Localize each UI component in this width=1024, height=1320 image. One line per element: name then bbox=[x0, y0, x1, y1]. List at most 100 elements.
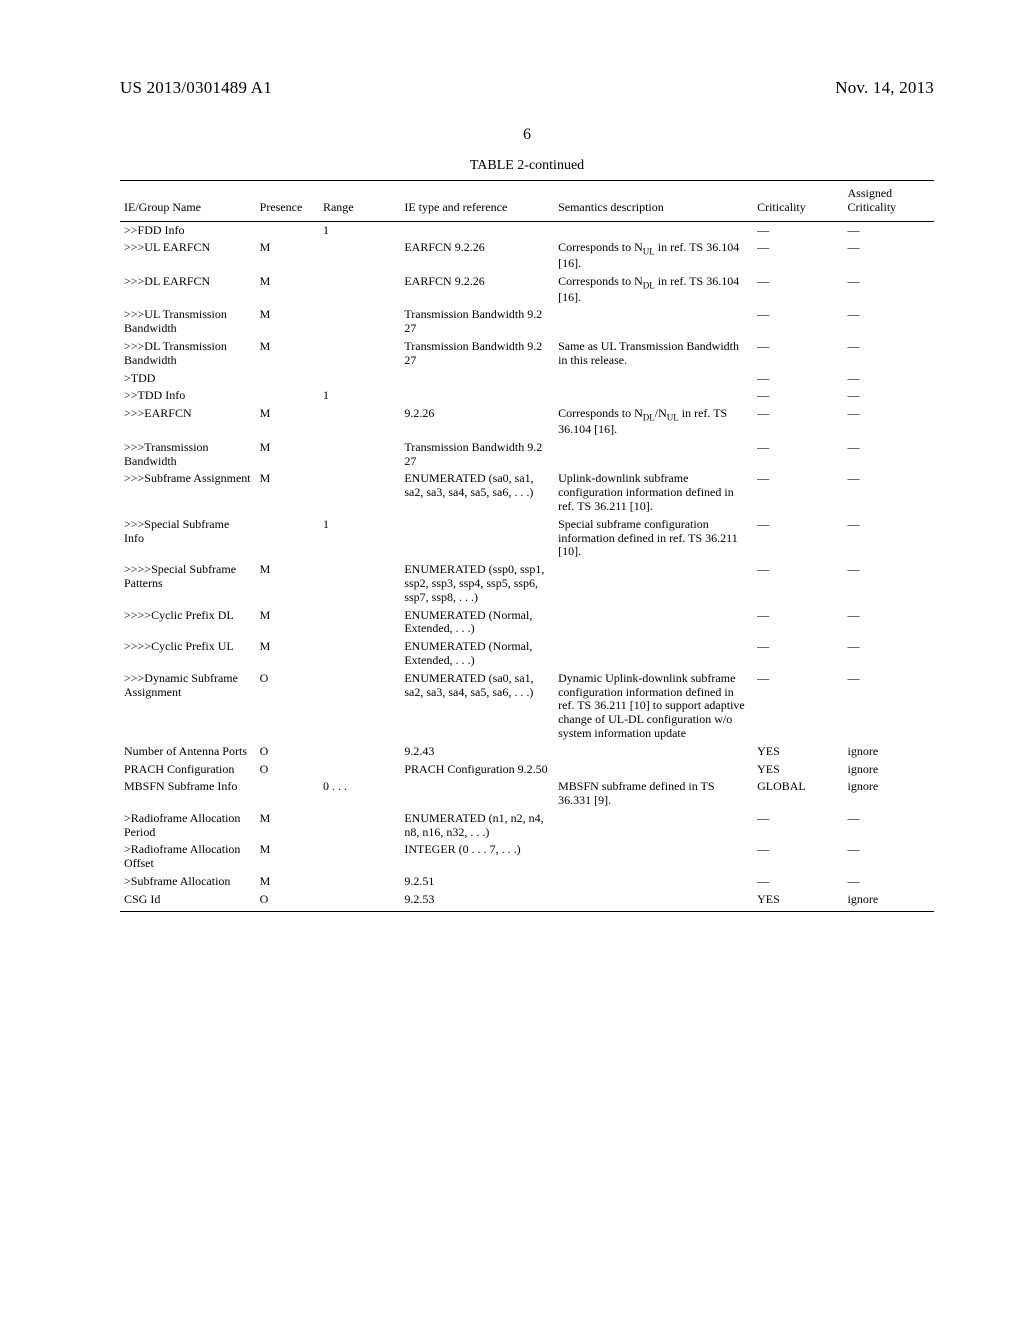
cell-ie: >>>UL EARFCN bbox=[120, 239, 256, 273]
cell-range bbox=[319, 338, 400, 370]
cell-ie: >>>DL Transmission Bandwidth bbox=[120, 338, 256, 370]
table-row: >>TDD Info1—— bbox=[120, 387, 934, 405]
cell-crit: — bbox=[753, 873, 843, 891]
table-row: >>>EARFCNM9.2.26Corresponds to NDL/NUL i… bbox=[120, 405, 934, 439]
cell-semantics bbox=[554, 761, 753, 779]
cell-type: 9.2.53 bbox=[400, 891, 554, 911]
cell-semantics bbox=[554, 607, 753, 639]
cell-type: ENUMERATED (sa0, sa1, sa2, sa3, sa4, sa5… bbox=[400, 470, 554, 515]
cell-semantics bbox=[554, 370, 753, 388]
cell-crit: GLOBAL bbox=[753, 778, 843, 810]
table-row: >Radioframe Allocation OffsetMINTEGER (0… bbox=[120, 841, 934, 873]
cell-semantics bbox=[554, 306, 753, 338]
cell-ie: >>>>Special Subframe Patterns bbox=[120, 561, 256, 606]
cell-ie: >>>UL Transmission Bandwidth bbox=[120, 306, 256, 338]
cell-ie: MBSFN Subframe Info bbox=[120, 778, 256, 810]
cell-type: PRACH Configuration 9.2.50 bbox=[400, 761, 554, 779]
cell-range bbox=[319, 439, 400, 471]
cell-asgn: — bbox=[844, 405, 934, 439]
table-row: >>>Special Subframe Info1Special subfram… bbox=[120, 516, 934, 561]
table-row: >>>DL Transmission BandwidthM Transmissio… bbox=[120, 338, 934, 370]
table-row: >>>>Special Subframe PatternsMENUMERATED… bbox=[120, 561, 934, 606]
cell-crit: — bbox=[753, 405, 843, 439]
cell-ie: >>FDD Info bbox=[120, 221, 256, 239]
cell-asgn: — bbox=[844, 221, 934, 239]
cell-presence: M bbox=[256, 239, 319, 273]
cell-type: Transmission Bandwidth 9.2 27 bbox=[400, 306, 554, 338]
cell-presence: O bbox=[256, 891, 319, 911]
cell-type bbox=[400, 778, 554, 810]
table-row: >Radioframe Allocation PeriodMENUMERATED… bbox=[120, 810, 934, 842]
cell-type: ENUMERATED (Normal, Extended, . . .) bbox=[400, 607, 554, 639]
cell-asgn: — bbox=[844, 841, 934, 873]
cell-range bbox=[319, 561, 400, 606]
ie-table: IE/Group Name Presence Range IE type and… bbox=[120, 180, 934, 912]
col-type: IE type and reference bbox=[400, 181, 554, 222]
cell-type: ENUMERATED (Normal, Extended, . . .) bbox=[400, 638, 554, 670]
cell-asgn: — bbox=[844, 670, 934, 743]
cell-asgn: — bbox=[844, 306, 934, 338]
table-row: MBSFN Subframe Info0 . . . MBSFN subfram… bbox=[120, 778, 934, 810]
cell-presence bbox=[256, 370, 319, 388]
cell-asgn: — bbox=[844, 273, 934, 307]
cell-asgn: — bbox=[844, 607, 934, 639]
cell-presence: M bbox=[256, 338, 319, 370]
cell-range bbox=[319, 607, 400, 639]
cell-range bbox=[319, 370, 400, 388]
page-header: US 2013/0301489 A1 Nov. 14, 2013 bbox=[120, 78, 934, 98]
cell-semantics: Same as UL Transmission Bandwidth in thi… bbox=[554, 338, 753, 370]
cell-crit: YES bbox=[753, 891, 843, 911]
cell-type: 9.2.51 bbox=[400, 873, 554, 891]
cell-asgn: — bbox=[844, 516, 934, 561]
cell-range bbox=[319, 670, 400, 743]
cell-range bbox=[319, 638, 400, 670]
cell-semantics: Corresponds to NDL in ref. TS 36.104 [16… bbox=[554, 273, 753, 307]
cell-presence: M bbox=[256, 306, 319, 338]
cell-presence: O bbox=[256, 761, 319, 779]
cell-range bbox=[319, 239, 400, 273]
table-title: TABLE 2-continued bbox=[120, 158, 934, 174]
cell-presence bbox=[256, 778, 319, 810]
col-presence: Presence bbox=[256, 181, 319, 222]
patent-page: US 2013/0301489 A1 Nov. 14, 2013 6 TABLE… bbox=[0, 0, 1024, 1320]
col-range: Range bbox=[319, 181, 400, 222]
cell-semantics bbox=[554, 561, 753, 606]
table-row: >>>>Cyclic Prefix ULMENUMERATED (Normal,… bbox=[120, 638, 934, 670]
cell-type: ENUMERATED (sa0, sa1, sa2, sa3, sa4, sa5… bbox=[400, 670, 554, 743]
cell-crit: — bbox=[753, 638, 843, 670]
cell-type: Transmission Bandwidth 9.2 27 bbox=[400, 338, 554, 370]
cell-semantics bbox=[554, 638, 753, 670]
cell-crit: — bbox=[753, 810, 843, 842]
cell-ie: >Radioframe Allocation Offset bbox=[120, 841, 256, 873]
cell-presence: M bbox=[256, 561, 319, 606]
cell-semantics bbox=[554, 810, 753, 842]
cell-crit: — bbox=[753, 561, 843, 606]
table-row: Number of Antenna PortsO9.2.43YESignore bbox=[120, 743, 934, 761]
cell-crit: — bbox=[753, 841, 843, 873]
cell-asgn: — bbox=[844, 810, 934, 842]
cell-asgn: — bbox=[844, 561, 934, 606]
cell-semantics bbox=[554, 221, 753, 239]
table-row: CSG IdO9.2.53YESignore bbox=[120, 891, 934, 911]
cell-ie: CSG Id bbox=[120, 891, 256, 911]
cell-semantics: Special subframe configuration informati… bbox=[554, 516, 753, 561]
cell-ie: >TDD bbox=[120, 370, 256, 388]
table-row: >>>UL Transmission BandwidthM Transmissio… bbox=[120, 306, 934, 338]
table-row: >>>>Cyclic Prefix DLMENUMERATED (Normal,… bbox=[120, 607, 934, 639]
cell-ie: >>TDD Info bbox=[120, 387, 256, 405]
col-assigned: Assigned Criticality bbox=[844, 181, 934, 222]
cell-presence bbox=[256, 221, 319, 239]
cell-ie: >Subframe Allocation bbox=[120, 873, 256, 891]
cell-semantics bbox=[554, 841, 753, 873]
cell-ie: >Radioframe Allocation Period bbox=[120, 810, 256, 842]
cell-asgn: ignore bbox=[844, 743, 934, 761]
cell-presence bbox=[256, 387, 319, 405]
cell-crit: — bbox=[753, 387, 843, 405]
cell-range: 0 . . . bbox=[319, 778, 400, 810]
col-ie: IE/Group Name bbox=[120, 181, 256, 222]
cell-semantics: Corresponds to NUL in ref. TS 36.104 [16… bbox=[554, 239, 753, 273]
cell-range bbox=[319, 841, 400, 873]
cell-semantics: Uplink-downlink subframe configuration i… bbox=[554, 470, 753, 515]
cell-asgn: — bbox=[844, 338, 934, 370]
cell-ie: >>>DL EARFCN bbox=[120, 273, 256, 307]
